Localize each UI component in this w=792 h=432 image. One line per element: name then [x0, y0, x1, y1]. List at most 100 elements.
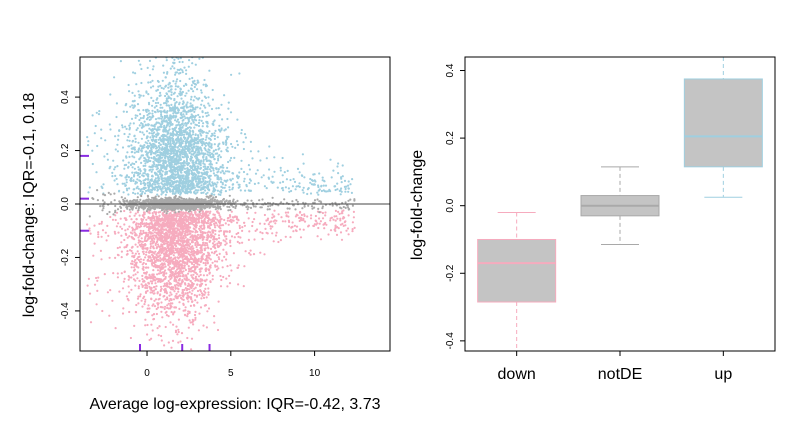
down-point [254, 211, 257, 214]
up-point [187, 169, 190, 172]
up-point [298, 171, 301, 174]
down-point [130, 235, 133, 239]
up-point [174, 73, 177, 76]
up-point [172, 129, 175, 132]
up-point [185, 92, 188, 95]
down-point [171, 288, 175, 291]
up-point [190, 116, 193, 119]
up-point [151, 182, 154, 186]
down-point [218, 258, 221, 261]
down-point [182, 274, 185, 278]
up-point [174, 119, 177, 122]
up-point [209, 138, 212, 141]
down-point [97, 276, 100, 279]
up-point [221, 186, 224, 189]
down-point [161, 316, 164, 319]
ma-scatter-points [86, 50, 356, 351]
up-point [340, 187, 343, 190]
up-point [174, 160, 177, 163]
up-point [158, 155, 161, 158]
down-point [248, 230, 251, 233]
up-point [344, 190, 347, 193]
down-point [196, 289, 200, 293]
up-point [231, 186, 234, 189]
up-point [191, 161, 194, 164]
up-point [193, 186, 196, 189]
up-point [148, 115, 151, 118]
down-point [195, 253, 198, 256]
down-point [216, 224, 219, 227]
down-point [173, 265, 177, 268]
down-point [189, 222, 192, 225]
down-point [160, 271, 163, 274]
down-point [144, 237, 147, 240]
up-point [138, 124, 141, 127]
up-point [155, 164, 158, 167]
up-point [185, 72, 188, 75]
up-point [169, 50, 171, 52]
up-point [232, 183, 235, 186]
up-point [197, 189, 200, 192]
up-point [198, 160, 201, 163]
down-point [124, 229, 127, 232]
down-point [145, 251, 148, 254]
down-point [157, 252, 160, 255]
down-point [172, 257, 175, 260]
up-point [129, 122, 132, 125]
down-point [294, 229, 297, 232]
down-point [290, 226, 293, 229]
up-point [159, 163, 162, 167]
up-point [175, 154, 178, 157]
up-point [170, 88, 173, 91]
up-point [167, 104, 170, 107]
up-point [173, 91, 176, 94]
up-point [184, 178, 187, 181]
up-point [270, 180, 273, 183]
down-point [170, 346, 173, 349]
down-point [98, 222, 101, 225]
up-point [349, 183, 352, 186]
up-point [240, 167, 243, 170]
down-point [172, 232, 175, 235]
up-point [219, 166, 222, 169]
up-point [153, 106, 156, 109]
down-point [173, 290, 176, 293]
up-point [169, 159, 172, 162]
up-point [155, 98, 158, 101]
up-point [199, 146, 202, 149]
up-point [154, 177, 157, 180]
up-point [127, 145, 130, 148]
down-point [237, 235, 240, 238]
up-point [167, 175, 170, 179]
down-point [174, 262, 177, 265]
up-point [204, 138, 207, 141]
down-point [144, 256, 147, 259]
down-point [134, 259, 137, 262]
up-point [128, 133, 131, 136]
up-point [317, 189, 320, 192]
down-point [209, 280, 212, 284]
up-point [168, 81, 171, 84]
up-point [160, 169, 163, 172]
down-point [182, 302, 185, 305]
up-point [324, 184, 328, 187]
up-point [191, 173, 194, 176]
up-point [165, 99, 168, 102]
down-point [164, 222, 167, 225]
up-point [136, 178, 139, 181]
down-point [202, 253, 205, 256]
down-point [143, 211, 146, 214]
up-point [226, 166, 229, 169]
up-point [222, 166, 225, 169]
down-point [159, 259, 162, 262]
up-point [138, 93, 141, 96]
up-point [161, 146, 164, 149]
up-point [302, 162, 305, 165]
up-point [190, 150, 193, 153]
up-point [337, 172, 340, 175]
up-point [160, 193, 163, 196]
down-point [149, 256, 152, 259]
up-point [122, 159, 125, 162]
down-point [201, 256, 204, 259]
up-point [217, 155, 220, 158]
